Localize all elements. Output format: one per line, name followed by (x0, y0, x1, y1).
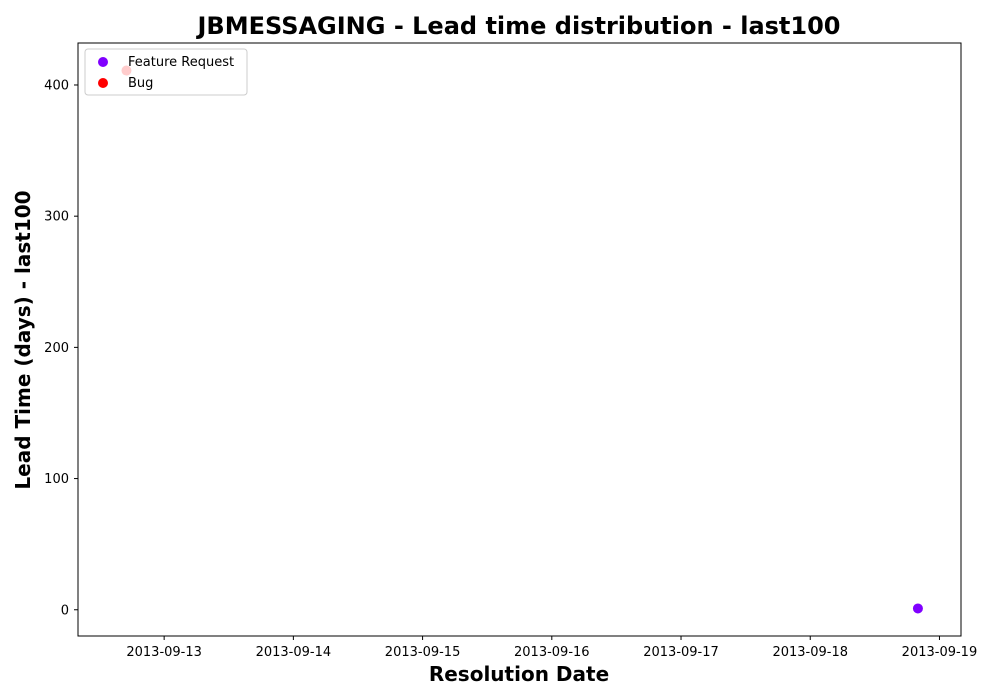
y-tick-label: 0 (61, 603, 69, 618)
x-tick-label: 2013-09-13 (126, 645, 202, 660)
x-tick-label: 2013-09-19 (902, 645, 978, 660)
x-axis: 2013-09-13 2013-09-14 2013-09-15 2013-09-16… (126, 636, 977, 660)
y-axis-label: Lead Time (days) - last100 (11, 190, 35, 489)
legend-marker-bug (98, 78, 108, 88)
x-tick-label: 2013-09-14 (256, 645, 332, 660)
legend-frame (84, 48, 248, 96)
x-tick-label: 2013-09-17 (643, 645, 719, 660)
legend-label-feature-request: Feature Request (128, 55, 234, 70)
y-tick-label: 300 (44, 210, 69, 225)
y-axis: 0 100 200 300 400 (44, 78, 78, 618)
y-tick-label: 100 (44, 472, 69, 487)
plot-area: 2013-09-13 2013-09-14 2013-09-15 2013-09-16… (44, 42, 977, 660)
y-tick-label: 400 (44, 78, 69, 93)
x-tick-label: 2013-09-16 (514, 645, 590, 660)
legend: Feature Request Bug (84, 48, 248, 96)
legend-marker-feature-request (98, 57, 108, 67)
legend-label-bug: Bug (128, 76, 153, 91)
x-tick-label: 2013-09-18 (772, 645, 848, 660)
chart-title: JBMESSAGING - Lead time distribution - l… (195, 12, 840, 40)
x-tick-label: 2013-09-15 (385, 645, 461, 660)
data-point-feature-request (912, 603, 923, 614)
y-tick-label: 200 (44, 341, 69, 356)
x-axis-label: Resolution Date (429, 662, 609, 686)
plot-frame (77, 42, 962, 637)
